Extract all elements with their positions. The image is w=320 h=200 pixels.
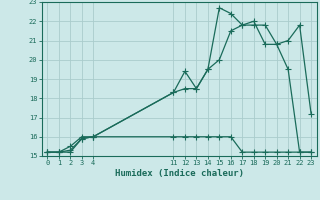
X-axis label: Humidex (Indice chaleur): Humidex (Indice chaleur) [115, 169, 244, 178]
